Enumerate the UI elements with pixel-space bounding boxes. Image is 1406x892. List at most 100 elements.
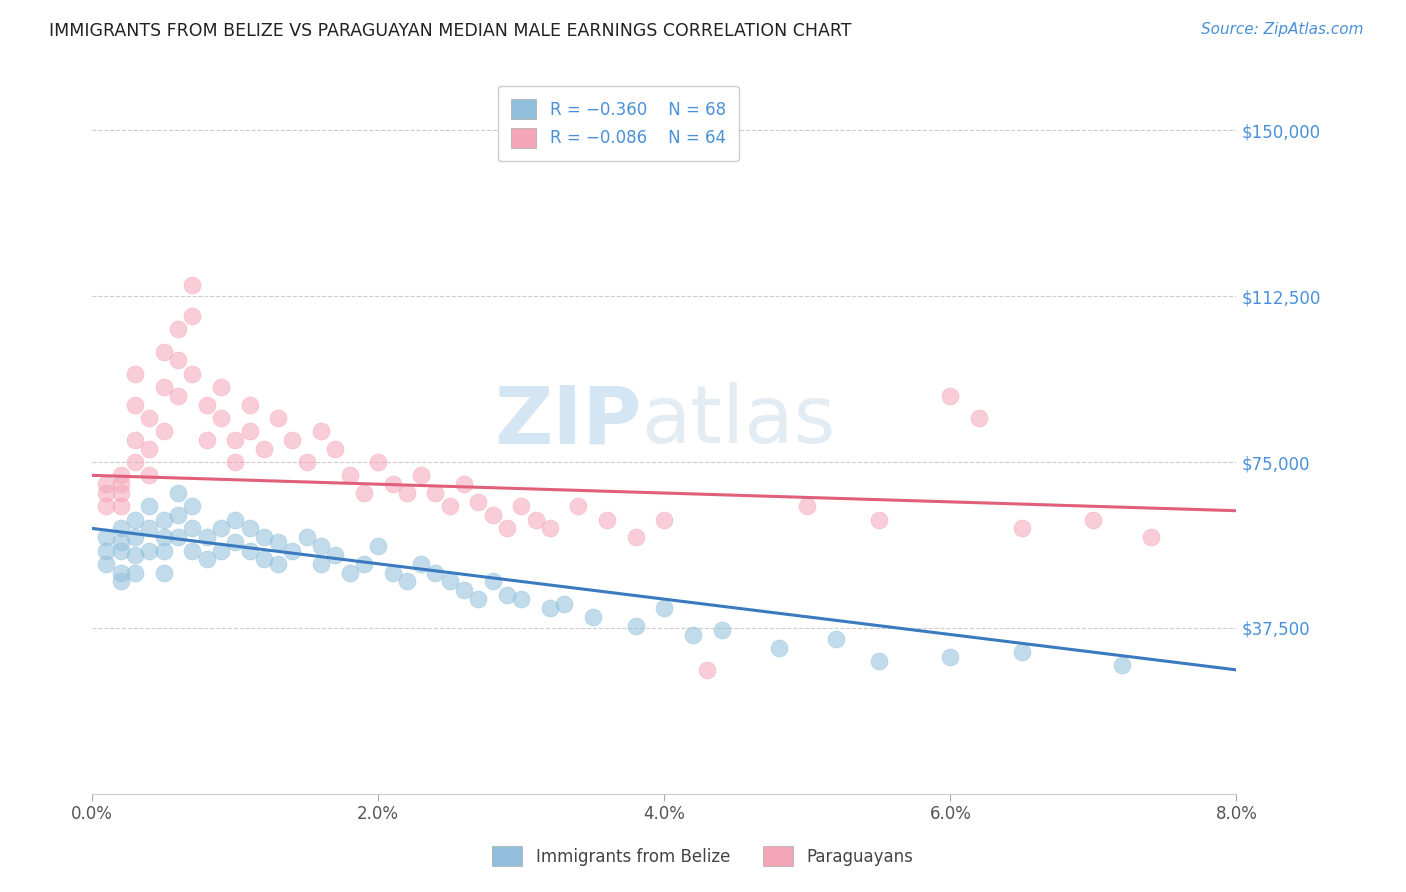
Point [1111, 658, 1133, 673]
Point [167, 389, 190, 403]
Point [152, 512, 174, 526]
Point [267, 534, 290, 549]
Point [209, 410, 232, 425]
Point [553, 597, 575, 611]
Point [181, 367, 204, 381]
Point [138, 500, 160, 514]
Point [496, 588, 519, 602]
Point [309, 557, 332, 571]
Point [124, 455, 146, 469]
Point [367, 539, 389, 553]
Point [96, 500, 118, 514]
Point [110, 566, 132, 580]
Point [181, 521, 204, 535]
Legend: Immigrants from Belize, Paraguayans: Immigrants from Belize, Paraguayans [484, 838, 922, 875]
Point [538, 601, 561, 615]
Point [167, 486, 190, 500]
Point [710, 623, 733, 637]
Point [825, 632, 848, 646]
Point [939, 389, 962, 403]
Point [181, 543, 204, 558]
Point [1083, 512, 1105, 526]
Point [96, 477, 118, 491]
Point [453, 583, 475, 598]
Point [209, 543, 232, 558]
Point [167, 530, 190, 544]
Point [224, 455, 246, 469]
Point [138, 543, 160, 558]
Point [939, 649, 962, 664]
Point [195, 433, 218, 447]
Point [510, 500, 533, 514]
Point [652, 601, 675, 615]
Point [295, 455, 318, 469]
Point [124, 530, 146, 544]
Point [224, 512, 246, 526]
Point [110, 574, 132, 589]
Point [524, 512, 547, 526]
Point [238, 398, 260, 412]
Point [281, 543, 304, 558]
Point [181, 278, 204, 293]
Point [395, 486, 418, 500]
Text: Source: ZipAtlas.com: Source: ZipAtlas.com [1201, 22, 1364, 37]
Point [624, 530, 647, 544]
Point [195, 552, 218, 566]
Point [124, 548, 146, 562]
Point [138, 521, 160, 535]
Point [439, 574, 461, 589]
Point [309, 424, 332, 438]
Point [96, 557, 118, 571]
Point [167, 353, 190, 368]
Point [181, 309, 204, 323]
Point [152, 543, 174, 558]
Point [110, 543, 132, 558]
Point [496, 521, 519, 535]
Point [238, 424, 260, 438]
Point [238, 543, 260, 558]
Point [224, 534, 246, 549]
Point [967, 410, 990, 425]
Point [381, 566, 404, 580]
Point [124, 433, 146, 447]
Point [1011, 645, 1033, 659]
Point [181, 500, 204, 514]
Point [167, 322, 190, 336]
Point [138, 410, 160, 425]
Point [124, 566, 146, 580]
Point [1139, 530, 1161, 544]
Point [96, 543, 118, 558]
Point [538, 521, 561, 535]
Point [253, 530, 276, 544]
Point [124, 367, 146, 381]
Point [96, 530, 118, 544]
Point [381, 477, 404, 491]
Point [510, 592, 533, 607]
Point [796, 500, 818, 514]
Point [325, 442, 347, 456]
Point [467, 495, 489, 509]
Point [152, 566, 174, 580]
Point [138, 442, 160, 456]
Point [110, 534, 132, 549]
Point [309, 539, 332, 553]
Point [596, 512, 619, 526]
Point [339, 468, 361, 483]
Point [138, 468, 160, 483]
Legend: R = −0.360    N = 68, R = −0.086    N = 64: R = −0.360 N = 68, R = −0.086 N = 64 [498, 86, 740, 161]
Point [1011, 521, 1033, 535]
Point [152, 530, 174, 544]
Point [696, 663, 718, 677]
Point [152, 344, 174, 359]
Point [353, 486, 375, 500]
Point [439, 500, 461, 514]
Point [209, 521, 232, 535]
Point [768, 640, 790, 655]
Point [353, 557, 375, 571]
Point [395, 574, 418, 589]
Point [110, 468, 132, 483]
Point [425, 486, 447, 500]
Point [253, 552, 276, 566]
Text: ZIP: ZIP [494, 383, 641, 460]
Point [96, 486, 118, 500]
